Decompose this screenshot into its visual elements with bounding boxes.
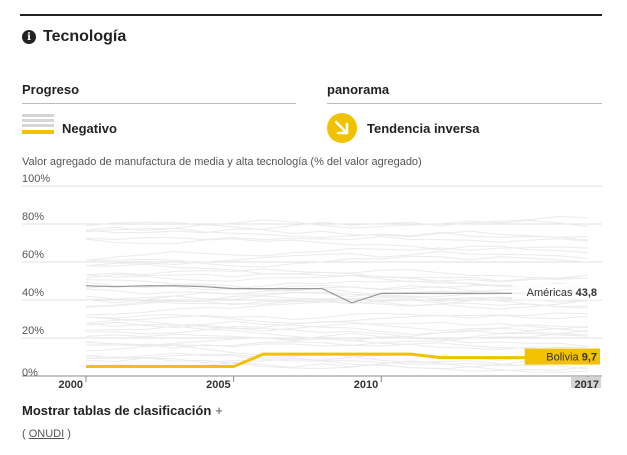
y-tick-label: 40%	[22, 287, 44, 299]
y-tick-label: 20%	[22, 325, 44, 337]
series-label-bg	[512, 283, 600, 300]
background-series-line	[85, 296, 589, 316]
background-series-line	[85, 316, 589, 347]
background-series-line	[85, 321, 589, 335]
background-series-line	[85, 216, 589, 234]
x-tick-label: 2017	[575, 379, 599, 388]
source-note: ( ONUDI )	[22, 428, 71, 440]
source-close: )	[67, 428, 71, 440]
line-chart: 0% 20% 40% 60% 80% 100% 2000 2005 2010 2017 Améric…	[22, 173, 602, 388]
stacked-bars-icon	[22, 114, 54, 142]
panorama-heading: panorama	[327, 82, 390, 97]
progress-rule	[22, 103, 296, 104]
plus-icon: +	[215, 403, 223, 418]
y-tick-label: 100%	[22, 173, 50, 185]
info-icon[interactable]: i	[22, 30, 36, 44]
background-series-line	[85, 321, 589, 332]
background-series-line	[85, 255, 589, 268]
source-open: (	[22, 428, 26, 440]
top-rule	[20, 14, 602, 16]
background-series-line	[85, 250, 589, 267]
background-series-line	[85, 263, 589, 282]
panorama-label: Tendencia inversa	[367, 121, 480, 136]
background-series-line	[85, 342, 589, 356]
background-series-line	[85, 227, 589, 241]
background-series-line	[85, 274, 589, 290]
background-series-line	[85, 223, 589, 238]
background-series-line	[85, 330, 589, 347]
background-series-line	[85, 287, 589, 308]
arrow-down-right-icon	[327, 113, 357, 143]
background-series-line	[85, 353, 589, 365]
x-tick-label: 2005	[206, 379, 230, 388]
background-series-line	[85, 288, 589, 309]
background-series-line	[85, 300, 589, 310]
series-name: Américas	[527, 287, 576, 299]
background-series-line	[85, 327, 589, 347]
y-tick-label: 60%	[22, 249, 44, 261]
series-name: Bolivia	[546, 352, 581, 364]
background-series-line	[85, 273, 589, 283]
series-line-0	[85, 285, 588, 304]
background-series-line	[85, 279, 589, 291]
background-series-line	[85, 353, 589, 367]
background-series-line	[85, 238, 589, 254]
x-tick-label: 2000	[59, 379, 83, 388]
background-series-line	[85, 312, 589, 324]
section-title: Tecnología	[43, 28, 127, 45]
background-series-line	[85, 219, 589, 229]
chart-subtitle: Valor agregado de manufactura de media y…	[22, 156, 422, 168]
progress-heading: Progreso	[22, 82, 80, 97]
series-label: Bolivia 9,7	[546, 352, 597, 364]
x-tick-label: 2010	[354, 379, 378, 388]
ranking-toggle[interactable]: Mostrar tablas de clasificación +	[22, 403, 223, 418]
background-series-line	[85, 236, 589, 243]
background-series-line	[85, 246, 589, 262]
y-tick-label: 0%	[22, 367, 38, 379]
progress-label: Negativo	[62, 121, 117, 136]
source-link[interactable]: ONUDI	[28, 428, 65, 440]
panorama-rule	[327, 103, 602, 104]
series-label: Américas 43,8	[527, 287, 597, 299]
series-line-1	[86, 352, 588, 368]
ranking-label: Mostrar tablas de clasificación	[22, 403, 212, 418]
series-value: 9,7	[582, 352, 597, 364]
background-series-line	[85, 331, 589, 341]
series-value: 43,8	[576, 287, 597, 299]
section-header: i Tecnología	[22, 28, 126, 46]
series-label-bg	[524, 348, 600, 365]
x-tick-highlight	[571, 377, 601, 388]
background-lines	[85, 216, 589, 373]
y-tick-label: 80%	[22, 211, 44, 223]
